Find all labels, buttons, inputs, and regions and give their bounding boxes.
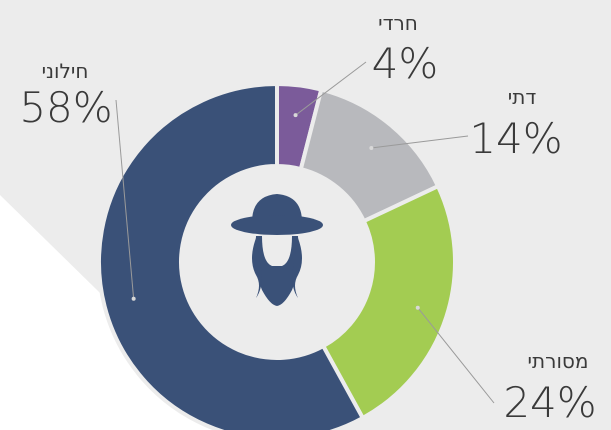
category-label: דתי: [508, 85, 537, 109]
hat-crown: [252, 194, 302, 222]
donut: [97, 81, 457, 430]
leader-line: [295, 61, 367, 116]
category-label: חילוני: [42, 59, 89, 83]
sidelock: [252, 238, 262, 298]
face: [262, 236, 292, 266]
value-label: 58%: [19, 83, 112, 132]
leader-dot: [369, 145, 374, 150]
leader-line: [115, 99, 135, 299]
leader-dot: [131, 296, 136, 301]
value-label: 24%: [503, 378, 596, 427]
donut-slice: [97, 81, 366, 430]
leader-line: [417, 307, 495, 404]
leader-dot: [293, 113, 298, 118]
hat-brim: [231, 215, 323, 235]
category-label: מסורתי: [528, 349, 589, 373]
leader-line: [371, 135, 469, 149]
category-label: חרדי: [378, 11, 418, 35]
leader-dot: [415, 305, 420, 310]
sidelock: [292, 238, 302, 298]
value-label: 4%: [372, 39, 439, 88]
value-label: 14%: [469, 114, 562, 163]
